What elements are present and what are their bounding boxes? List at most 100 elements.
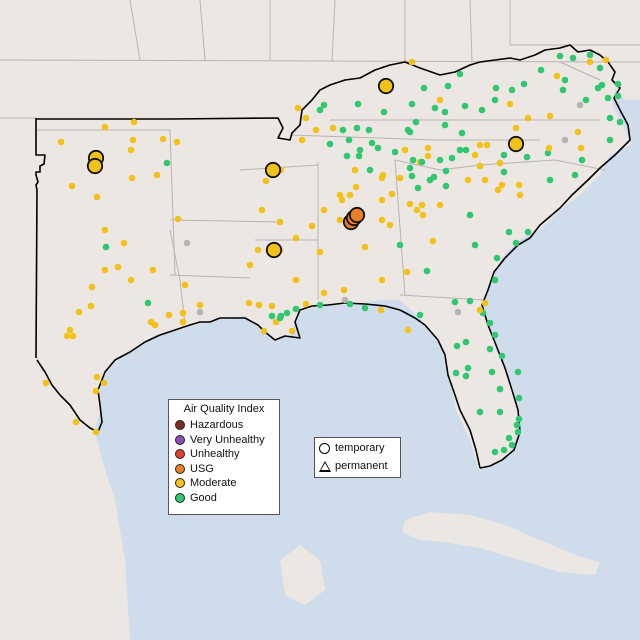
temporary-site-marker-moderate (377, 77, 395, 95)
site-marker-moderate (404, 326, 412, 334)
site-marker-good (320, 101, 328, 109)
site-marker-moderate (245, 299, 253, 307)
site-marker-good (451, 298, 459, 306)
site-marker-moderate (101, 123, 109, 131)
legend-item-unhealthy: Unhealthy (169, 447, 279, 462)
site-marker-moderate (72, 418, 80, 426)
site-marker-moderate (181, 281, 189, 289)
site-marker-good (404, 126, 412, 134)
site-marker-moderate (196, 301, 204, 309)
site-marker-moderate (127, 146, 135, 154)
site-marker-good (420, 84, 428, 92)
legend-label: permanent (335, 460, 388, 472)
site-marker-moderate (302, 300, 310, 308)
site-marker-moderate (149, 266, 157, 274)
site-marker-moderate (69, 332, 77, 340)
site-marker-good (456, 146, 464, 154)
site-marker-moderate (546, 112, 554, 120)
site-marker-good (514, 368, 522, 376)
site-marker-good (396, 241, 404, 249)
site-marker-good (486, 345, 494, 353)
site-marker-moderate (377, 306, 385, 314)
site-marker-moderate (553, 72, 561, 80)
site-marker-good (374, 144, 382, 152)
site-marker-moderate (320, 206, 328, 214)
site-marker-moderate (340, 286, 348, 294)
site-marker-moderate (378, 196, 386, 204)
site-marker-moderate (406, 200, 414, 208)
site-marker-moderate (476, 162, 484, 170)
site-marker-good (476, 408, 484, 416)
site-marker-good (500, 168, 508, 176)
site-marker-good (604, 94, 612, 102)
aqi-legend-title: Air Quality Index (183, 403, 265, 415)
site-marker-moderate (577, 144, 585, 152)
site-marker-moderate (424, 152, 432, 160)
site-marker-moderate (153, 171, 161, 179)
site-marker-good (505, 434, 513, 442)
legend-label: Hazardous (190, 419, 244, 432)
site-marker-moderate (386, 221, 394, 229)
site-marker-moderate (498, 181, 506, 189)
site-marker-moderate (93, 193, 101, 201)
site-marker-moderate (512, 124, 520, 132)
site-marker-good (569, 54, 577, 62)
site-marker-good (441, 108, 449, 116)
site-marker-moderate (524, 114, 532, 122)
site-marker-good (452, 369, 460, 377)
site-marker-good (423, 267, 431, 275)
site-marker-moderate (101, 226, 109, 234)
site-marker-moderate (336, 191, 344, 199)
site-marker-nodata (183, 239, 191, 247)
temporary-site-marker-moderate (86, 157, 104, 175)
site-marker-good (316, 301, 324, 309)
site-marker-good (561, 76, 569, 84)
hazardous-swatch (175, 420, 185, 431)
site-marker-good (571, 171, 579, 179)
site-marker-moderate (68, 182, 76, 190)
site-marker-good (346, 300, 354, 308)
site-marker-good (444, 82, 452, 90)
site-marker-moderate (515, 181, 523, 189)
site-marker-good (496, 408, 504, 416)
site-marker-moderate (396, 174, 404, 182)
site-marker-moderate (401, 146, 409, 154)
site-marker-moderate (476, 306, 484, 314)
site-marker-moderate (165, 311, 173, 319)
site-marker-moderate (129, 136, 137, 144)
site-marker-good (544, 149, 552, 157)
site-marker-good (414, 184, 422, 192)
site-marker-good (515, 415, 523, 423)
site-marker-good (462, 146, 470, 154)
site-marker-good (448, 154, 456, 162)
site-marker-moderate (93, 373, 101, 381)
site-marker-good (368, 139, 376, 147)
site-marker-good (514, 428, 522, 436)
site-marker-moderate (388, 190, 396, 198)
site-marker-good (345, 136, 353, 144)
site-marker-moderate (408, 58, 416, 66)
site-marker-good (606, 114, 614, 122)
legend-label: temporary (335, 442, 385, 454)
site-marker-moderate (258, 206, 266, 214)
site-marker-good (366, 166, 374, 174)
site-marker-good (316, 106, 324, 114)
site-marker-moderate (92, 428, 100, 436)
unhealthy-swatch (175, 449, 185, 460)
site-marker-good (598, 81, 606, 89)
site-marker-good (144, 299, 152, 307)
site-marker-moderate (436, 96, 444, 104)
site-marker-moderate (329, 124, 337, 132)
site-marker-good (408, 172, 416, 180)
site-marker-good (491, 448, 499, 456)
site-marker-good (471, 241, 479, 249)
site-marker-moderate (338, 196, 346, 204)
site-marker-moderate (159, 135, 167, 143)
site-marker-moderate (174, 215, 182, 223)
site-marker-good (416, 311, 424, 319)
usg-swatch (175, 463, 185, 474)
site-marker-good (462, 372, 470, 380)
site-marker-good (508, 86, 516, 94)
site-marker-good (442, 182, 450, 190)
aqi-legend: Air Quality Index Hazardous Very Unhealt… (168, 399, 280, 515)
